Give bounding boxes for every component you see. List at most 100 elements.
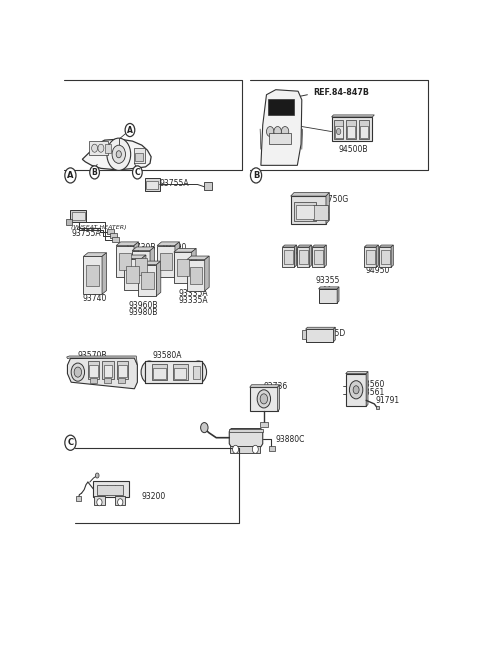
- Polygon shape: [324, 245, 326, 267]
- Polygon shape: [326, 193, 329, 224]
- Bar: [269, 446, 275, 451]
- Polygon shape: [277, 384, 279, 411]
- Circle shape: [201, 422, 208, 433]
- Bar: [312, 247, 324, 267]
- Bar: [193, 366, 200, 379]
- Polygon shape: [192, 248, 196, 284]
- Circle shape: [353, 386, 359, 394]
- Circle shape: [132, 166, 142, 179]
- Polygon shape: [332, 115, 374, 117]
- Circle shape: [65, 435, 76, 450]
- Bar: [117, 361, 129, 379]
- Bar: [366, 250, 375, 264]
- Bar: [347, 126, 355, 138]
- Bar: [335, 126, 343, 138]
- Polygon shape: [334, 328, 335, 342]
- Polygon shape: [366, 371, 368, 406]
- Polygon shape: [305, 328, 335, 329]
- Polygon shape: [309, 245, 312, 267]
- Bar: [135, 153, 144, 161]
- Bar: [302, 330, 306, 339]
- Polygon shape: [376, 245, 378, 267]
- Circle shape: [274, 126, 281, 137]
- Bar: [115, 496, 125, 505]
- Bar: [173, 364, 188, 380]
- Text: 93355: 93355: [316, 276, 340, 285]
- Polygon shape: [391, 245, 393, 267]
- Bar: [190, 267, 202, 284]
- Text: 92736: 92736: [264, 382, 288, 391]
- Bar: [376, 406, 379, 409]
- Polygon shape: [132, 251, 150, 282]
- Polygon shape: [294, 245, 297, 267]
- Circle shape: [336, 128, 341, 134]
- Bar: [282, 247, 294, 267]
- Bar: [260, 422, 267, 426]
- Polygon shape: [187, 259, 204, 291]
- Bar: [89, 365, 97, 377]
- Circle shape: [281, 126, 289, 137]
- Polygon shape: [124, 259, 142, 290]
- Polygon shape: [204, 256, 209, 291]
- Bar: [299, 250, 308, 264]
- Polygon shape: [175, 242, 180, 277]
- Polygon shape: [116, 246, 134, 277]
- Bar: [360, 126, 368, 138]
- Text: REF.84-847B: REF.84-847B: [313, 88, 369, 97]
- Polygon shape: [139, 265, 156, 296]
- Bar: [72, 212, 84, 220]
- Polygon shape: [157, 242, 180, 246]
- Polygon shape: [187, 256, 209, 259]
- Circle shape: [71, 363, 84, 381]
- Bar: [145, 360, 203, 383]
- Bar: [90, 378, 97, 383]
- Polygon shape: [67, 356, 137, 365]
- Bar: [89, 141, 108, 155]
- Bar: [269, 133, 291, 144]
- Circle shape: [266, 126, 274, 137]
- Circle shape: [112, 145, 125, 163]
- Bar: [294, 202, 316, 221]
- Text: 93570B: 93570B: [78, 352, 108, 360]
- Polygon shape: [150, 247, 155, 282]
- Bar: [332, 117, 372, 141]
- Bar: [105, 143, 111, 153]
- Text: B: B: [92, 168, 97, 177]
- Text: C: C: [67, 438, 73, 447]
- Text: 94500B: 94500B: [338, 145, 368, 154]
- Text: 91791: 91791: [375, 396, 399, 405]
- Text: 93375: 93375: [284, 248, 308, 257]
- Polygon shape: [282, 245, 297, 247]
- Bar: [76, 496, 81, 501]
- Polygon shape: [84, 253, 107, 256]
- Polygon shape: [174, 248, 196, 252]
- Bar: [347, 120, 356, 139]
- Polygon shape: [229, 428, 263, 447]
- Bar: [135, 257, 147, 275]
- Text: 93750G: 93750G: [319, 195, 349, 204]
- Circle shape: [118, 498, 123, 506]
- Bar: [267, 99, 294, 115]
- Bar: [86, 265, 99, 286]
- Bar: [297, 247, 309, 267]
- Circle shape: [141, 361, 157, 383]
- Bar: [94, 496, 105, 505]
- Polygon shape: [174, 252, 192, 284]
- Circle shape: [190, 361, 206, 383]
- Bar: [346, 373, 366, 406]
- Polygon shape: [156, 261, 161, 296]
- Text: 94950: 94950: [365, 266, 389, 274]
- Text: 93335A: 93335A: [178, 296, 208, 305]
- Bar: [94, 481, 129, 497]
- Bar: [177, 259, 189, 276]
- Bar: [107, 229, 114, 234]
- Circle shape: [92, 144, 97, 152]
- Text: 93561: 93561: [360, 388, 385, 397]
- Bar: [87, 361, 99, 379]
- Polygon shape: [297, 245, 312, 247]
- Bar: [141, 272, 154, 289]
- Circle shape: [260, 394, 267, 404]
- Polygon shape: [337, 287, 339, 303]
- Bar: [133, 148, 145, 163]
- Circle shape: [96, 473, 99, 478]
